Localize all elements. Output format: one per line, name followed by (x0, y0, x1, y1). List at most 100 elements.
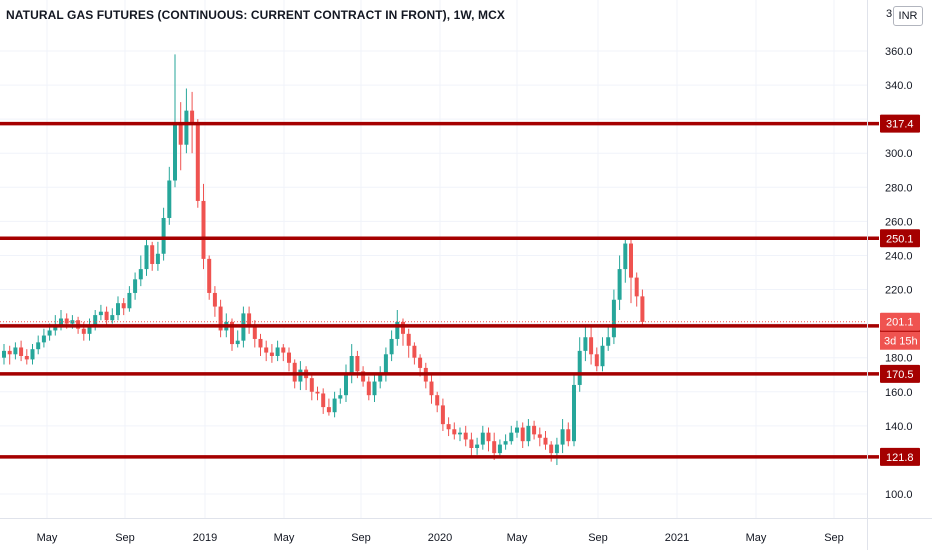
candle-body (549, 444, 554, 454)
y-tick-label: 100.0 (885, 489, 913, 501)
level-label: 317.4 (886, 119, 914, 131)
candle-body (161, 217, 166, 254)
candle-body (349, 355, 354, 375)
y-tick-label: 160.0 (885, 387, 913, 399)
candle-body (207, 258, 212, 293)
candle-body (41, 335, 46, 343)
candle-body (59, 318, 63, 326)
candle-body (406, 333, 411, 346)
x-tick-label: Sep (351, 532, 371, 544)
candle-body (150, 245, 155, 264)
candle-body (247, 313, 252, 328)
candle-body (543, 437, 548, 445)
chart-title: NATURAL GAS FUTURES (CONTINUOUS: CURRENT… (6, 8, 505, 22)
countdown-label: 3d 15h (884, 336, 918, 348)
candle-body (19, 347, 24, 356)
candle-body (287, 352, 291, 363)
candle-body (144, 245, 149, 270)
candle-body (566, 429, 571, 442)
x-tick-label: 2019 (193, 532, 217, 544)
currency-button[interactable]: INR (893, 6, 923, 26)
candle-body (503, 441, 508, 445)
candle-body (435, 395, 440, 406)
x-tick-label: May (507, 532, 528, 544)
candle-body (13, 347, 18, 355)
candle-body (640, 296, 645, 322)
candle-body (560, 429, 565, 445)
partial-top-tick: 3 (886, 8, 893, 20)
candle-body (138, 269, 143, 280)
level-label-bg (880, 364, 920, 383)
candle-body (515, 427, 519, 433)
candle-body (110, 315, 115, 321)
candle-body (446, 424, 451, 430)
y-tick-label: 240.0 (885, 250, 913, 262)
candle-body (184, 110, 189, 145)
candle-body (606, 337, 611, 346)
candle-body (315, 391, 320, 394)
x-tick-label: May (37, 532, 58, 544)
candle-body (24, 355, 29, 360)
candle-body (178, 122, 183, 145)
x-tick-label: 2021 (665, 532, 689, 544)
candle-body (583, 337, 588, 351)
candle-body (332, 398, 337, 413)
y-tick-label: 280.0 (885, 182, 913, 194)
candle-body (378, 374, 383, 382)
candle-body (520, 427, 525, 442)
candle-body (121, 303, 126, 309)
candle-body (440, 405, 445, 425)
candle-body (480, 432, 485, 445)
candle-body (309, 378, 314, 392)
candle-body (167, 180, 172, 218)
candle-body (87, 325, 92, 334)
candle-body (458, 432, 462, 435)
level-label-bg (880, 229, 920, 248)
candle-body (212, 292, 217, 307)
candle-body (634, 277, 639, 297)
level-label: 170.5 (886, 369, 914, 381)
candle-body (486, 432, 491, 442)
x-tick-label: May (746, 532, 767, 544)
candle-body (195, 122, 200, 201)
candle-body (104, 311, 109, 321)
candle-body (264, 347, 269, 353)
candle-body (572, 384, 576, 442)
candle-body (173, 122, 177, 181)
price-axis-divider (867, 0, 868, 550)
candle-body (469, 439, 474, 448)
candle-body (321, 393, 326, 408)
candle-body (2, 350, 6, 358)
candle-body (281, 347, 286, 353)
candle-body (355, 355, 360, 372)
candle-body (47, 330, 52, 336)
candle-body (366, 381, 371, 396)
candle-body (269, 352, 274, 356)
candle-body (344, 374, 348, 396)
level-label: 121.8 (886, 452, 914, 464)
last-price-label-bg (880, 312, 920, 331)
candle-body (127, 292, 132, 309)
candle-body (275, 347, 280, 356)
candle-body (338, 395, 343, 399)
candle-body (116, 303, 120, 316)
y-tick-label: 260.0 (885, 216, 913, 228)
candle-body (623, 243, 628, 270)
candle-body (475, 444, 480, 448)
candle-body (389, 338, 394, 355)
candle-body (429, 381, 434, 396)
candle-body (326, 407, 331, 413)
candle-body (589, 337, 594, 355)
candle-body (235, 340, 240, 345)
candle-body (81, 328, 86, 334)
candle-body (252, 327, 257, 339)
candle-body (497, 444, 502, 454)
level-label-bg (880, 114, 920, 133)
level-label-bg (880, 447, 920, 466)
x-tick-label: 2020 (428, 532, 452, 544)
countdown-bg (880, 331, 920, 350)
x-tick-label: Sep (115, 532, 135, 544)
candle-body (594, 354, 599, 367)
candle-body (463, 432, 468, 440)
